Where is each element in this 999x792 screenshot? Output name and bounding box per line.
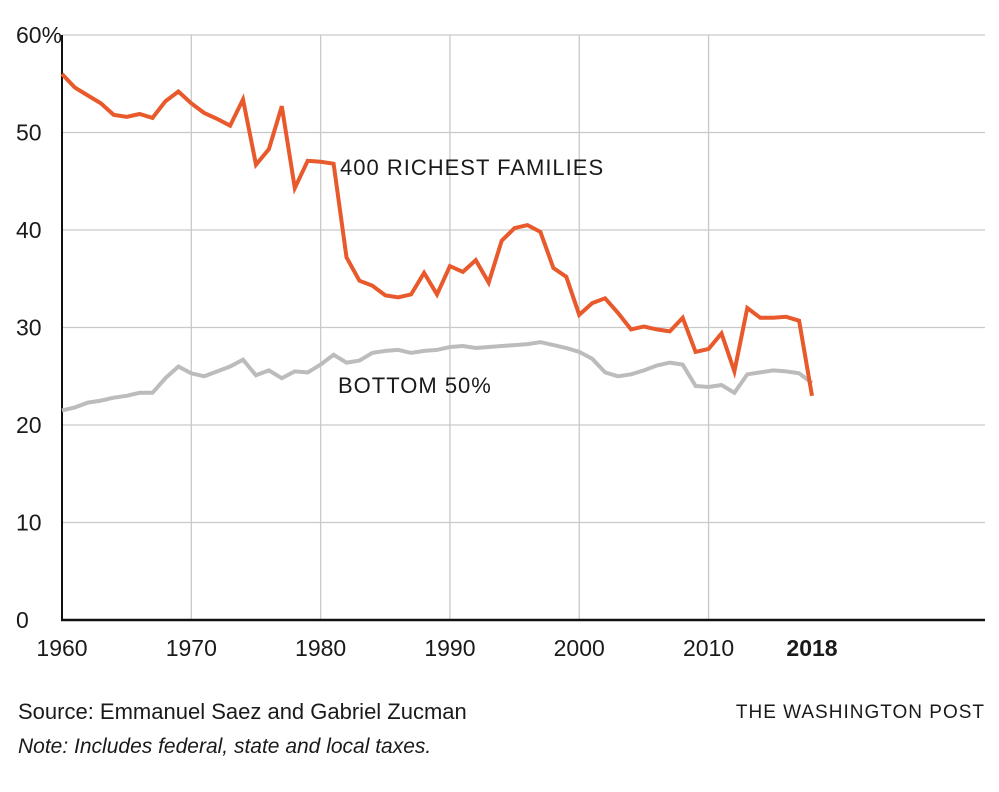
series-label-bottom-50: BOTTOM 50% xyxy=(338,373,492,398)
series-line-bottom-50 xyxy=(61,340,814,413)
series-label-400-richest-families: 400 RICHEST FAMILIES xyxy=(340,155,605,180)
publication-credit-text: THE WASHINGTON POST xyxy=(735,702,985,723)
y-tick-label-20: 20 xyxy=(16,412,42,438)
y-tick-label-40: 40 xyxy=(16,217,42,243)
y-tick-label-10: 10 xyxy=(16,510,42,536)
y-tick-label-30: 30 xyxy=(16,315,42,341)
x-tick-label-1980: 1980 xyxy=(295,635,346,661)
x-tick-label-1970: 1970 xyxy=(166,635,217,661)
y-tick-label-50: 50 xyxy=(16,120,42,146)
source-credit-text: Source: Emmanuel Saez and Gabriel Zucman xyxy=(18,699,467,724)
x-tick-label-2000: 2000 xyxy=(554,635,605,661)
x-tick-label-1990: 1990 xyxy=(424,635,475,661)
series-line-400-richest-families xyxy=(60,72,814,397)
y-tick-label-60: 60% xyxy=(16,22,62,48)
footnote-text: Note: Includes federal, state and local … xyxy=(18,735,432,758)
y-tick-label-0: 0 xyxy=(16,607,29,633)
x-tick-label-2018: 2018 xyxy=(786,635,837,661)
chart-canvas: 0 10 20 30 40 50 60% 1960 1970 1980 1990 2000 2010 20… xyxy=(16,22,985,661)
x-tick-label-2010: 2010 xyxy=(683,635,734,661)
x-tick-label-1960: 1960 xyxy=(36,635,87,661)
